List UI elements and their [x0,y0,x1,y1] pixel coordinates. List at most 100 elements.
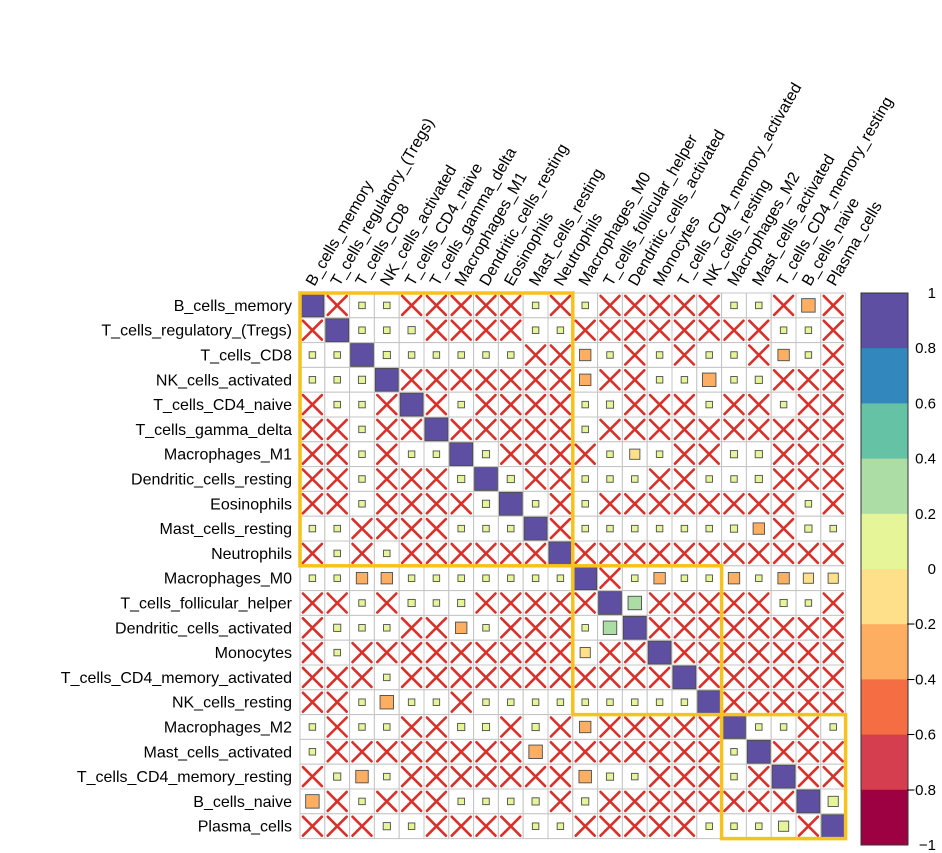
correlation-square [432,599,441,607]
nonsignificant-cross [475,815,497,838]
nonsignificant-cross [723,393,745,416]
nonsignificant-cross [450,641,473,664]
correlation-square [755,301,763,310]
nonsignificant-cross [648,740,671,763]
correlation-square [680,698,689,706]
correlation-square [729,450,739,459]
correlation-square [358,425,366,434]
nonsignificant-cross [797,418,820,441]
nonsignificant-cross [574,815,597,838]
nonsignificant-cross [623,368,646,391]
correlation-square [300,293,325,318]
correlation-square [779,598,788,608]
legend-tick-label: 0.6 [915,395,936,412]
nonsignificant-cross [822,666,845,689]
nonsignificant-cross [822,691,845,714]
nonsignificant-cross [772,517,795,540]
nonsignificant-cross [648,765,671,788]
nonsignificant-cross [301,641,324,664]
nonsignificant-cross [301,691,324,714]
nonsignificant-cross [450,666,473,689]
nonsignificant-cross [425,790,448,813]
correlation-square [358,500,366,508]
nonsignificant-cross [425,393,448,416]
nonsignificant-cross [450,815,473,838]
legend-color-bin [861,348,908,404]
legend-color-bin [861,293,908,349]
nonsignificant-cross [623,492,646,515]
nonsignificant-cross [698,319,721,342]
nonsignificant-cross [822,641,845,664]
nonsignificant-cross [623,716,646,738]
nonsignificant-cross [326,815,349,838]
legend-tick-label: −0.2 [906,616,936,633]
correlation-square [383,723,391,731]
nonsignificant-cross [400,368,423,391]
correlation-square [777,348,790,362]
nonsignificant-cross [524,368,547,391]
correlation-square [374,367,399,392]
nonsignificant-cross [698,492,721,515]
nonsignificant-cross [822,319,845,342]
correlation-square [482,524,490,533]
nonsignificant-cross [301,393,324,416]
nonsignificant-cross [747,319,770,342]
nonsignificant-cross [524,765,547,788]
correlation-square [606,475,614,483]
nonsignificant-cross [549,468,572,490]
row-label: T_cells_follicular_helper [120,596,292,613]
grid-cell [349,490,375,517]
nonsignificant-cross [450,418,473,441]
correlation-square [729,524,739,533]
nonsignificant-cross [326,716,349,738]
correlation-square [579,373,592,386]
nonsignificant-cross [499,740,522,763]
nonsignificant-cross [574,592,597,614]
correlation-square [380,572,393,585]
nonsignificant-cross [301,492,324,515]
nonsignificant-cross [723,542,745,565]
correlation-square [730,376,738,384]
row-label: Macrophages_M0 [164,571,292,588]
nonsignificant-cross [425,616,448,639]
nonsignificant-cross [822,740,845,763]
correlation-square [581,797,590,806]
correlation-square [333,574,341,582]
nonsignificant-cross [698,443,721,466]
nonsignificant-cross [549,294,572,317]
correlation-square [680,376,689,384]
correlation-square [778,820,790,832]
correlation-square [804,524,813,533]
correlation-square [333,648,341,657]
row-label: Eosinophils [210,496,292,513]
nonsignificant-cross [400,740,423,763]
nonsignificant-cross [797,740,820,763]
nonsignificant-cross [375,468,398,490]
correlation-square [581,624,589,632]
correlation-square [827,572,839,584]
correlation-square [579,720,592,734]
row-label: Macrophages_M1 [164,447,292,464]
correlation-square [705,475,713,483]
correlation-square [802,572,814,584]
nonsignificant-cross [425,468,448,490]
nonsignificant-cross [648,616,671,639]
nonsignificant-cross [723,492,745,515]
correlation-square [754,450,763,459]
nonsignificant-cross [549,740,572,763]
nonsignificant-cross [326,468,349,490]
correlation-square [333,376,341,384]
correlation-square [581,500,589,508]
nonsignificant-cross [648,815,671,838]
nonsignificant-cross [599,641,621,664]
nonsignificant-cross [524,616,547,639]
nonsignificant-cross [425,294,448,317]
color-legend: 1 0.8 0.6 0.4 0.2 0 −0.2 −0.4 −0.6 −0.8 −1 [860,285,936,853]
nonsignificant-cross [400,468,423,490]
correlation-square [680,574,689,582]
correlation-square [606,698,614,706]
row-label: Plasma_cells [198,819,292,836]
correlation-square [531,574,540,582]
nonsignificant-cross [549,616,572,639]
